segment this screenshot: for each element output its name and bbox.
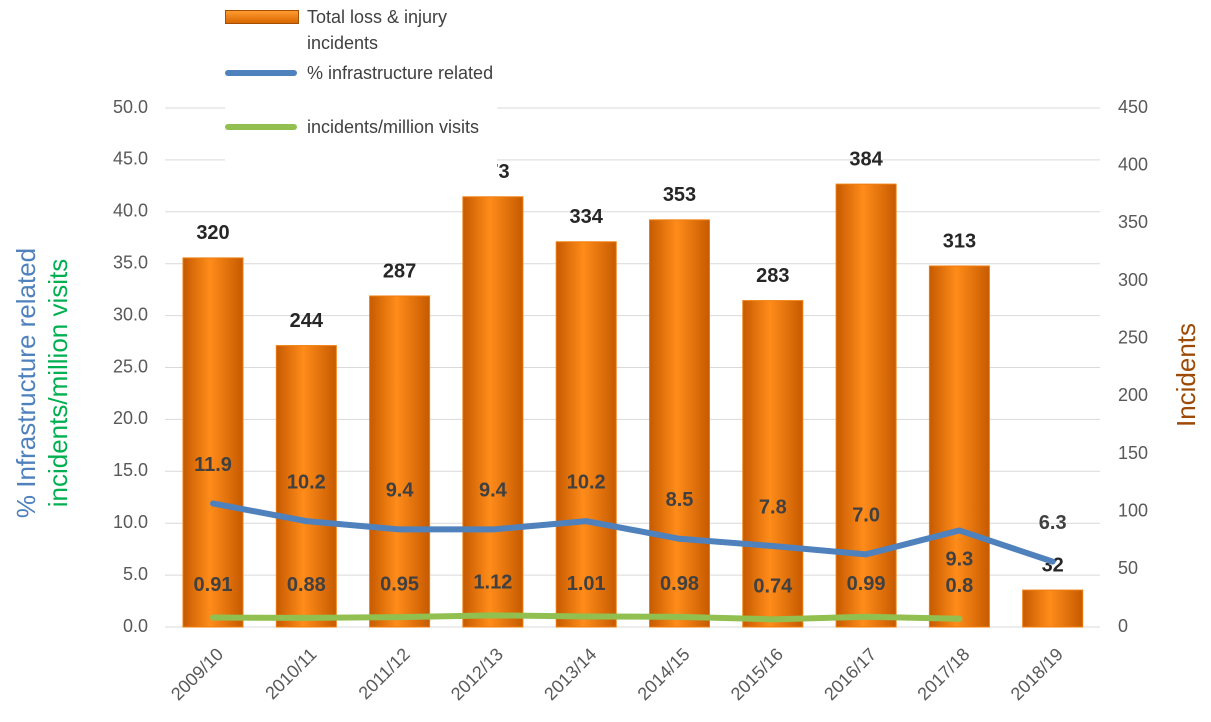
bar-value-label: 353 (663, 184, 696, 206)
line-value-label: 10.2 (567, 471, 606, 493)
line-value-label: 1.01 (567, 573, 606, 595)
bar (182, 257, 244, 628)
line-value-label: 1.12 (473, 572, 512, 594)
y2-tick-label: 250 (1118, 327, 1148, 347)
bar (555, 241, 617, 628)
y2-tick-label: 450 (1118, 97, 1148, 117)
x-tick-label: 2012/13 (447, 644, 507, 704)
line-value-label: 0.8 (945, 575, 973, 597)
y-tick-label: 25.0 (113, 356, 148, 376)
y-tick-label: 35.0 (113, 252, 148, 272)
y2-tick-label: 350 (1118, 212, 1148, 232)
x-tick-label: 2018/19 (1007, 644, 1067, 704)
bar (275, 345, 337, 628)
bar (1022, 589, 1084, 628)
legend: Total loss & injury incidents % infrastru… (225, 0, 497, 186)
bar-value-label: 244 (290, 310, 324, 332)
line-value-label: 0.95 (380, 573, 419, 595)
y2-tick-label: 0 (1118, 616, 1128, 636)
y-axis-label: incidents/million visits (43, 259, 73, 508)
y2-tick-label: 400 (1118, 154, 1148, 174)
line-value-label: 9.4 (479, 480, 508, 502)
y2-tick-label: 100 (1118, 500, 1148, 520)
bar-value-label: 384 (849, 148, 883, 170)
bar (928, 265, 990, 628)
bar-value-label: 320 (196, 222, 229, 244)
line-value-label: 7.0 (852, 505, 880, 527)
x-tick-label: 2009/10 (167, 644, 227, 704)
y-tick-label: 15.0 (113, 460, 148, 480)
y2-axis-label: Incidents (1171, 323, 1201, 427)
y-tick-label: 20.0 (113, 408, 148, 428)
x-tick-label: 2016/17 (820, 644, 880, 704)
y-tick-label: 0.0 (123, 616, 148, 636)
legend-label: incidents/million visits (307, 117, 480, 137)
legend-swatch (225, 124, 297, 130)
y2-tick-label: 50 (1118, 558, 1138, 578)
y-tick-label: 50.0 (113, 97, 148, 117)
bar (742, 300, 804, 628)
line-value-label: 0.91 (194, 574, 233, 596)
legend-swatch (225, 10, 299, 24)
y-tick-label: 5.0 (123, 564, 148, 584)
line-value-label: 7.8 (759, 496, 787, 518)
bar-value-label: 283 (756, 265, 789, 287)
bar (462, 196, 524, 628)
bar-value-label: 287 (383, 260, 416, 282)
y2-tick-label: 200 (1118, 385, 1148, 405)
y2-tick-label: 150 (1118, 443, 1148, 463)
legend-label: % infrastructure related (307, 63, 494, 83)
line (210, 612, 963, 623)
line (210, 500, 1056, 565)
y2-tick-label: 300 (1118, 270, 1148, 290)
x-tick-label: 2011/12 (355, 644, 414, 703)
x-tick-label: 2015/16 (727, 644, 787, 704)
bar (649, 219, 710, 628)
y-tick-label: 45.0 (113, 149, 148, 169)
line-value-label: 8.5 (666, 489, 694, 511)
bar-value-label: 334 (570, 206, 604, 228)
line-value-label: 0.98 (660, 573, 699, 595)
line-value-label: 9.4 (386, 480, 415, 502)
x-tick-label: 2014/15 (634, 644, 694, 704)
legend-swatch (225, 70, 297, 76)
bar (369, 295, 431, 628)
y-tick-label: 30.0 (113, 304, 148, 324)
line-value-label: 0.99 (847, 573, 886, 595)
legend-label: Total loss & injury incidents (307, 7, 448, 53)
x-tick-label: 2013/14 (540, 644, 600, 704)
line-value-label: 11.9 (194, 454, 232, 476)
line-value-label: 6.3 (1039, 512, 1067, 534)
y-tick-label: 40.0 (113, 201, 148, 221)
y-tick-label: 10.0 (113, 512, 148, 532)
bar-value-label: 313 (943, 230, 976, 252)
x-tick-label: 2010/11 (261, 644, 320, 703)
y-axis-label: % Infrastructure related (11, 248, 41, 518)
bar (835, 183, 897, 628)
line-value-label: 0.74 (753, 576, 793, 598)
line-value-label: 10.2 (287, 471, 326, 493)
x-tick-label: 2017/18 (913, 644, 973, 704)
line-value-label: 0.88 (287, 574, 326, 596)
line-value-label: 9.3 (945, 549, 973, 571)
